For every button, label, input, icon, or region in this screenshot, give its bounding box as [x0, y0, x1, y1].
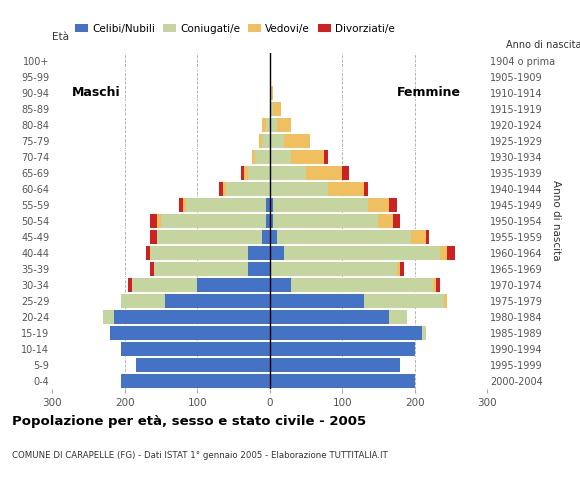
Bar	[270, 310, 389, 324]
Bar	[186, 198, 266, 212]
Bar	[248, 166, 270, 180]
Bar	[378, 214, 393, 228]
Bar	[266, 118, 270, 132]
Bar	[132, 278, 197, 291]
Bar	[150, 214, 157, 228]
Bar	[437, 278, 440, 291]
Bar	[150, 230, 157, 244]
Bar	[422, 326, 426, 339]
Bar	[183, 198, 186, 212]
Bar	[284, 246, 440, 260]
Bar	[259, 134, 262, 148]
Bar	[270, 134, 284, 148]
Bar	[121, 342, 270, 356]
Bar	[277, 118, 291, 132]
Bar	[226, 182, 270, 196]
Bar	[291, 278, 433, 291]
Bar	[447, 246, 455, 260]
Bar	[270, 278, 291, 291]
Bar	[368, 198, 389, 212]
Bar	[157, 214, 161, 228]
Bar	[411, 230, 426, 244]
Bar	[252, 150, 255, 164]
Text: Popolazione per età, sesso e stato civile - 2005: Popolazione per età, sesso e stato civil…	[12, 415, 366, 428]
Bar	[270, 374, 415, 387]
Bar	[270, 326, 422, 339]
Text: Femmine: Femmine	[397, 86, 461, 99]
Bar	[219, 182, 223, 196]
Bar	[400, 262, 404, 276]
Bar	[324, 150, 328, 164]
Bar	[397, 262, 400, 276]
Bar	[150, 246, 248, 260]
Bar	[270, 294, 364, 308]
Bar	[255, 150, 270, 164]
Bar	[270, 198, 273, 212]
Bar	[270, 230, 277, 244]
Bar	[165, 294, 270, 308]
Bar	[241, 166, 244, 180]
Bar	[433, 278, 437, 291]
Bar	[157, 230, 262, 244]
Bar	[306, 166, 342, 180]
Bar	[270, 342, 415, 356]
Bar	[270, 166, 306, 180]
Bar	[270, 86, 273, 100]
Bar	[291, 150, 324, 164]
Bar	[270, 262, 397, 276]
Bar	[121, 374, 270, 387]
Bar	[426, 230, 429, 244]
Text: Maschi: Maschi	[71, 86, 120, 99]
Bar	[273, 102, 281, 116]
Bar	[266, 198, 270, 212]
Bar	[328, 182, 364, 196]
Bar	[128, 278, 132, 291]
Bar	[103, 310, 114, 324]
Bar	[110, 326, 270, 339]
Bar	[244, 166, 248, 180]
Bar	[179, 198, 183, 212]
Bar	[223, 182, 226, 196]
Legend: Celibi/Nubili, Coniugati/e, Vedovi/e, Divorziati/e: Celibi/Nubili, Coniugati/e, Vedovi/e, Di…	[71, 19, 398, 38]
Bar	[364, 182, 368, 196]
Bar	[444, 294, 447, 308]
Bar	[284, 134, 310, 148]
Bar	[270, 358, 400, 372]
Bar	[154, 262, 248, 276]
Bar	[114, 310, 270, 324]
Bar	[136, 358, 270, 372]
Bar	[161, 214, 266, 228]
Bar	[121, 294, 165, 308]
Bar	[270, 118, 277, 132]
Bar	[197, 278, 270, 291]
Bar	[393, 214, 400, 228]
Bar	[273, 214, 378, 228]
Bar	[266, 214, 270, 228]
Bar	[150, 262, 154, 276]
Bar	[440, 246, 447, 260]
Bar	[270, 214, 273, 228]
Bar	[262, 230, 270, 244]
Bar	[262, 134, 270, 148]
Bar	[342, 166, 349, 180]
Bar	[389, 198, 397, 212]
Bar	[270, 246, 284, 260]
Text: COMUNE DI CARAPELLE (FG) - Dati ISTAT 1° gennaio 2005 - Elaborazione TUTTITALIA.: COMUNE DI CARAPELLE (FG) - Dati ISTAT 1°…	[12, 451, 387, 460]
Bar	[273, 198, 368, 212]
Bar	[248, 262, 270, 276]
Bar	[248, 246, 270, 260]
Bar	[262, 118, 266, 132]
Text: Anno di nascita: Anno di nascita	[506, 40, 580, 50]
Text: Età: Età	[52, 32, 69, 42]
Bar	[270, 102, 273, 116]
Bar	[146, 246, 150, 260]
Y-axis label: Anno di nascita: Anno di nascita	[550, 180, 561, 261]
Bar	[277, 230, 411, 244]
Bar	[364, 294, 444, 308]
Bar	[270, 150, 291, 164]
Bar	[389, 310, 407, 324]
Bar	[270, 182, 328, 196]
